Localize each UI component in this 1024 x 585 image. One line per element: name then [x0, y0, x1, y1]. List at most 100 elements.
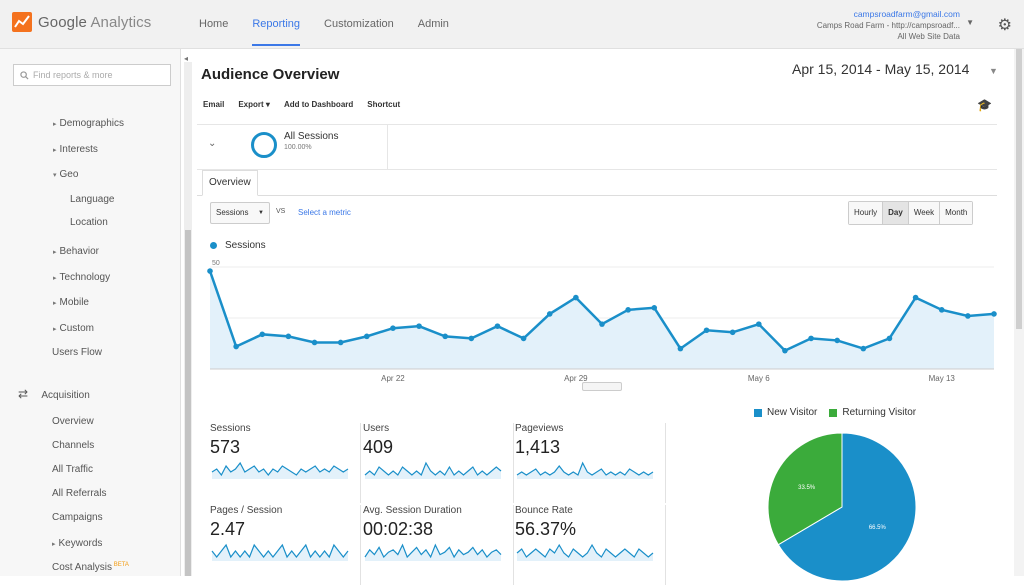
nav-customization[interactable]: Customization	[324, 18, 394, 30]
sessions-data-point[interactable]	[991, 311, 997, 317]
sessions-data-point[interactable]	[364, 333, 370, 340]
metric-tile-users[interactable]: Users 409	[363, 423, 514, 503]
sessions-data-point[interactable]	[651, 305, 658, 311]
pie-slice-returning-visitor[interactable]	[767, 432, 843, 546]
sessions-data-point[interactable]	[782, 347, 788, 354]
sessions-data-point[interactable]	[311, 339, 318, 346]
sessions-data-point[interactable]	[337, 339, 344, 346]
sidebar-item-mobile[interactable]: ▸ Mobile	[53, 297, 89, 308]
email-button[interactable]: Email	[203, 100, 225, 109]
page-scrollbar[interactable]	[1014, 49, 1024, 576]
search-input[interactable]: Find reports & more	[13, 64, 171, 86]
gear-icon[interactable]: ⚙	[997, 17, 1012, 34]
visitor-pie-chart[interactable]: 66.5% 33.5%	[764, 429, 920, 585]
granularity-week[interactable]: Week	[907, 202, 940, 224]
sidebar-item-channels[interactable]: Channels	[52, 440, 94, 451]
sessions-data-point[interactable]	[285, 333, 292, 340]
tab-overview[interactable]: Overview	[202, 170, 258, 196]
collapse-sidebar-icon[interactable]: ◂	[184, 54, 189, 63]
sessions-data-point[interactable]	[965, 313, 971, 319]
sparkline-line	[364, 461, 502, 477]
sessions-data-point[interactable]	[573, 294, 579, 301]
metric-label: Users	[363, 423, 390, 434]
shortcut-button[interactable]: Shortcut	[367, 100, 401, 109]
granularity-hourly[interactable]: Hourly	[849, 202, 883, 224]
sidebar-item-all-referrals[interactable]: All Referrals	[52, 488, 106, 499]
sidebar-item-behavior[interactable]: ▸ Behavior	[53, 246, 99, 257]
sparkline-area	[517, 463, 653, 479]
sessions-data-point[interactable]	[468, 335, 475, 342]
metric-sparkline	[516, 543, 654, 561]
sidebar-item-location[interactable]: Location	[70, 217, 108, 228]
segment-name[interactable]: All Sessions	[284, 131, 339, 142]
sessions-data-point[interactable]	[599, 321, 605, 327]
metric-tile-sessions[interactable]: Sessions 573	[210, 423, 361, 503]
sessions-data-point[interactable]	[442, 333, 448, 340]
add-to-dashboard-button[interactable]: Add to Dashboard	[283, 100, 354, 109]
legend-returning-visitor[interactable]: Returning Visitor	[829, 407, 916, 418]
sidebar-item-acquisition[interactable]: ⇄ Acquisition	[18, 387, 90, 401]
sessions-data-point[interactable]	[416, 323, 422, 329]
sidebar-item-cost-analysis[interactable]: Cost Analysis BETA	[52, 562, 129, 573]
sessions-data-point[interactable]	[207, 268, 213, 274]
sessions-data-point[interactable]	[546, 311, 553, 317]
sessions-data-point[interactable]	[756, 321, 762, 327]
google-analytics-logo[interactable]: Google Analytics	[12, 12, 151, 32]
graduation-cap-icon[interactable]: 🎓	[977, 98, 992, 112]
sessions-data-point[interactable]	[494, 323, 501, 329]
sidebar-item-campaigns[interactable]: Campaigns	[52, 512, 103, 523]
sidebar-item-users-flow[interactable]: Users Flow	[52, 347, 102, 358]
sessions-data-point[interactable]	[520, 335, 527, 342]
sidebar-item-keywords[interactable]: ▸ Keywords	[52, 538, 102, 549]
metric-value: 409	[363, 437, 394, 457]
export-button[interactable]: Export ▾	[238, 100, 270, 109]
chart-resize-handle[interactable]	[582, 382, 622, 391]
legend-label: New Visitor	[767, 407, 818, 418]
account-caret-icon[interactable]: ▼	[966, 18, 974, 27]
chevron-down-icon[interactable]: ▼	[989, 66, 998, 76]
metric-select[interactable]: Sessions ▼	[210, 202, 270, 224]
sidebar-scrollbar[interactable]	[184, 62, 192, 576]
sidebar-item-geo[interactable]: ▾ Geo	[53, 169, 78, 180]
sidebar-item-custom[interactable]: ▸ Custom	[53, 323, 94, 334]
nav-admin[interactable]: Admin	[417, 18, 449, 30]
date-range-picker[interactable]: Apr 15, 2014 - May 15, 2014	[792, 61, 970, 77]
sessions-data-point[interactable]	[886, 335, 893, 342]
metric-tile-pages-session[interactable]: Pages / Session 2.47	[210, 505, 361, 585]
sidebar-item-overview[interactable]: Overview	[52, 416, 94, 427]
caret-right-icon: ▸	[53, 300, 57, 307]
sidebar-item-label: Technology	[59, 272, 111, 283]
sessions-data-point[interactable]	[233, 343, 239, 350]
sidebar-item-demographics[interactable]: ▸ Demographics	[53, 118, 124, 129]
sidebar-item-interests[interactable]: ▸ Interests	[53, 144, 98, 155]
segment-toggle-icon[interactable]: ⌄	[208, 138, 217, 149]
account-selector[interactable]: campsroadfarm@gmail.com Camps Road Farm …	[817, 9, 960, 42]
sessions-data-point[interactable]	[390, 325, 396, 331]
sessions-data-point[interactable]	[834, 337, 840, 344]
caret-right-icon: ▸	[53, 326, 57, 333]
sessions-data-point[interactable]	[860, 345, 867, 352]
pie-slice-new-visitor[interactable]	[777, 432, 917, 582]
sessions-data-point[interactable]	[912, 294, 919, 301]
nav-home[interactable]: Home	[199, 18, 229, 30]
sidebar-item-technology[interactable]: ▸ Technology	[53, 272, 110, 283]
sparkline-line	[211, 543, 349, 559]
sessions-data-point[interactable]	[808, 335, 814, 342]
sessions-data-point[interactable]	[677, 345, 684, 352]
sessions-data-point[interactable]	[938, 307, 945, 313]
granularity-month[interactable]: Month	[939, 202, 973, 224]
sidebar-item-language[interactable]: Language	[70, 194, 115, 205]
sessions-data-point[interactable]	[703, 327, 710, 334]
nav-reporting[interactable]: Reporting	[252, 18, 301, 46]
select-metric-link[interactable]: Select a metric	[298, 208, 351, 217]
sessions-data-point[interactable]	[259, 331, 266, 338]
metric-tile-pageviews[interactable]: Pageviews 1,413	[515, 423, 666, 503]
legend-new-visitor[interactable]: New Visitor	[754, 407, 817, 418]
sessions-data-point[interactable]	[729, 329, 736, 336]
metric-tile-bounce-rate[interactable]: Bounce Rate 56.37%	[515, 505, 666, 585]
granularity-day[interactable]: Day	[882, 202, 908, 224]
sessions-data-point[interactable]	[625, 307, 631, 313]
metric-tile-avg-session-duration[interactable]: Avg. Session Duration 00:02:38	[363, 505, 514, 585]
sidebar-item-all-traffic[interactable]: All Traffic	[52, 464, 93, 475]
